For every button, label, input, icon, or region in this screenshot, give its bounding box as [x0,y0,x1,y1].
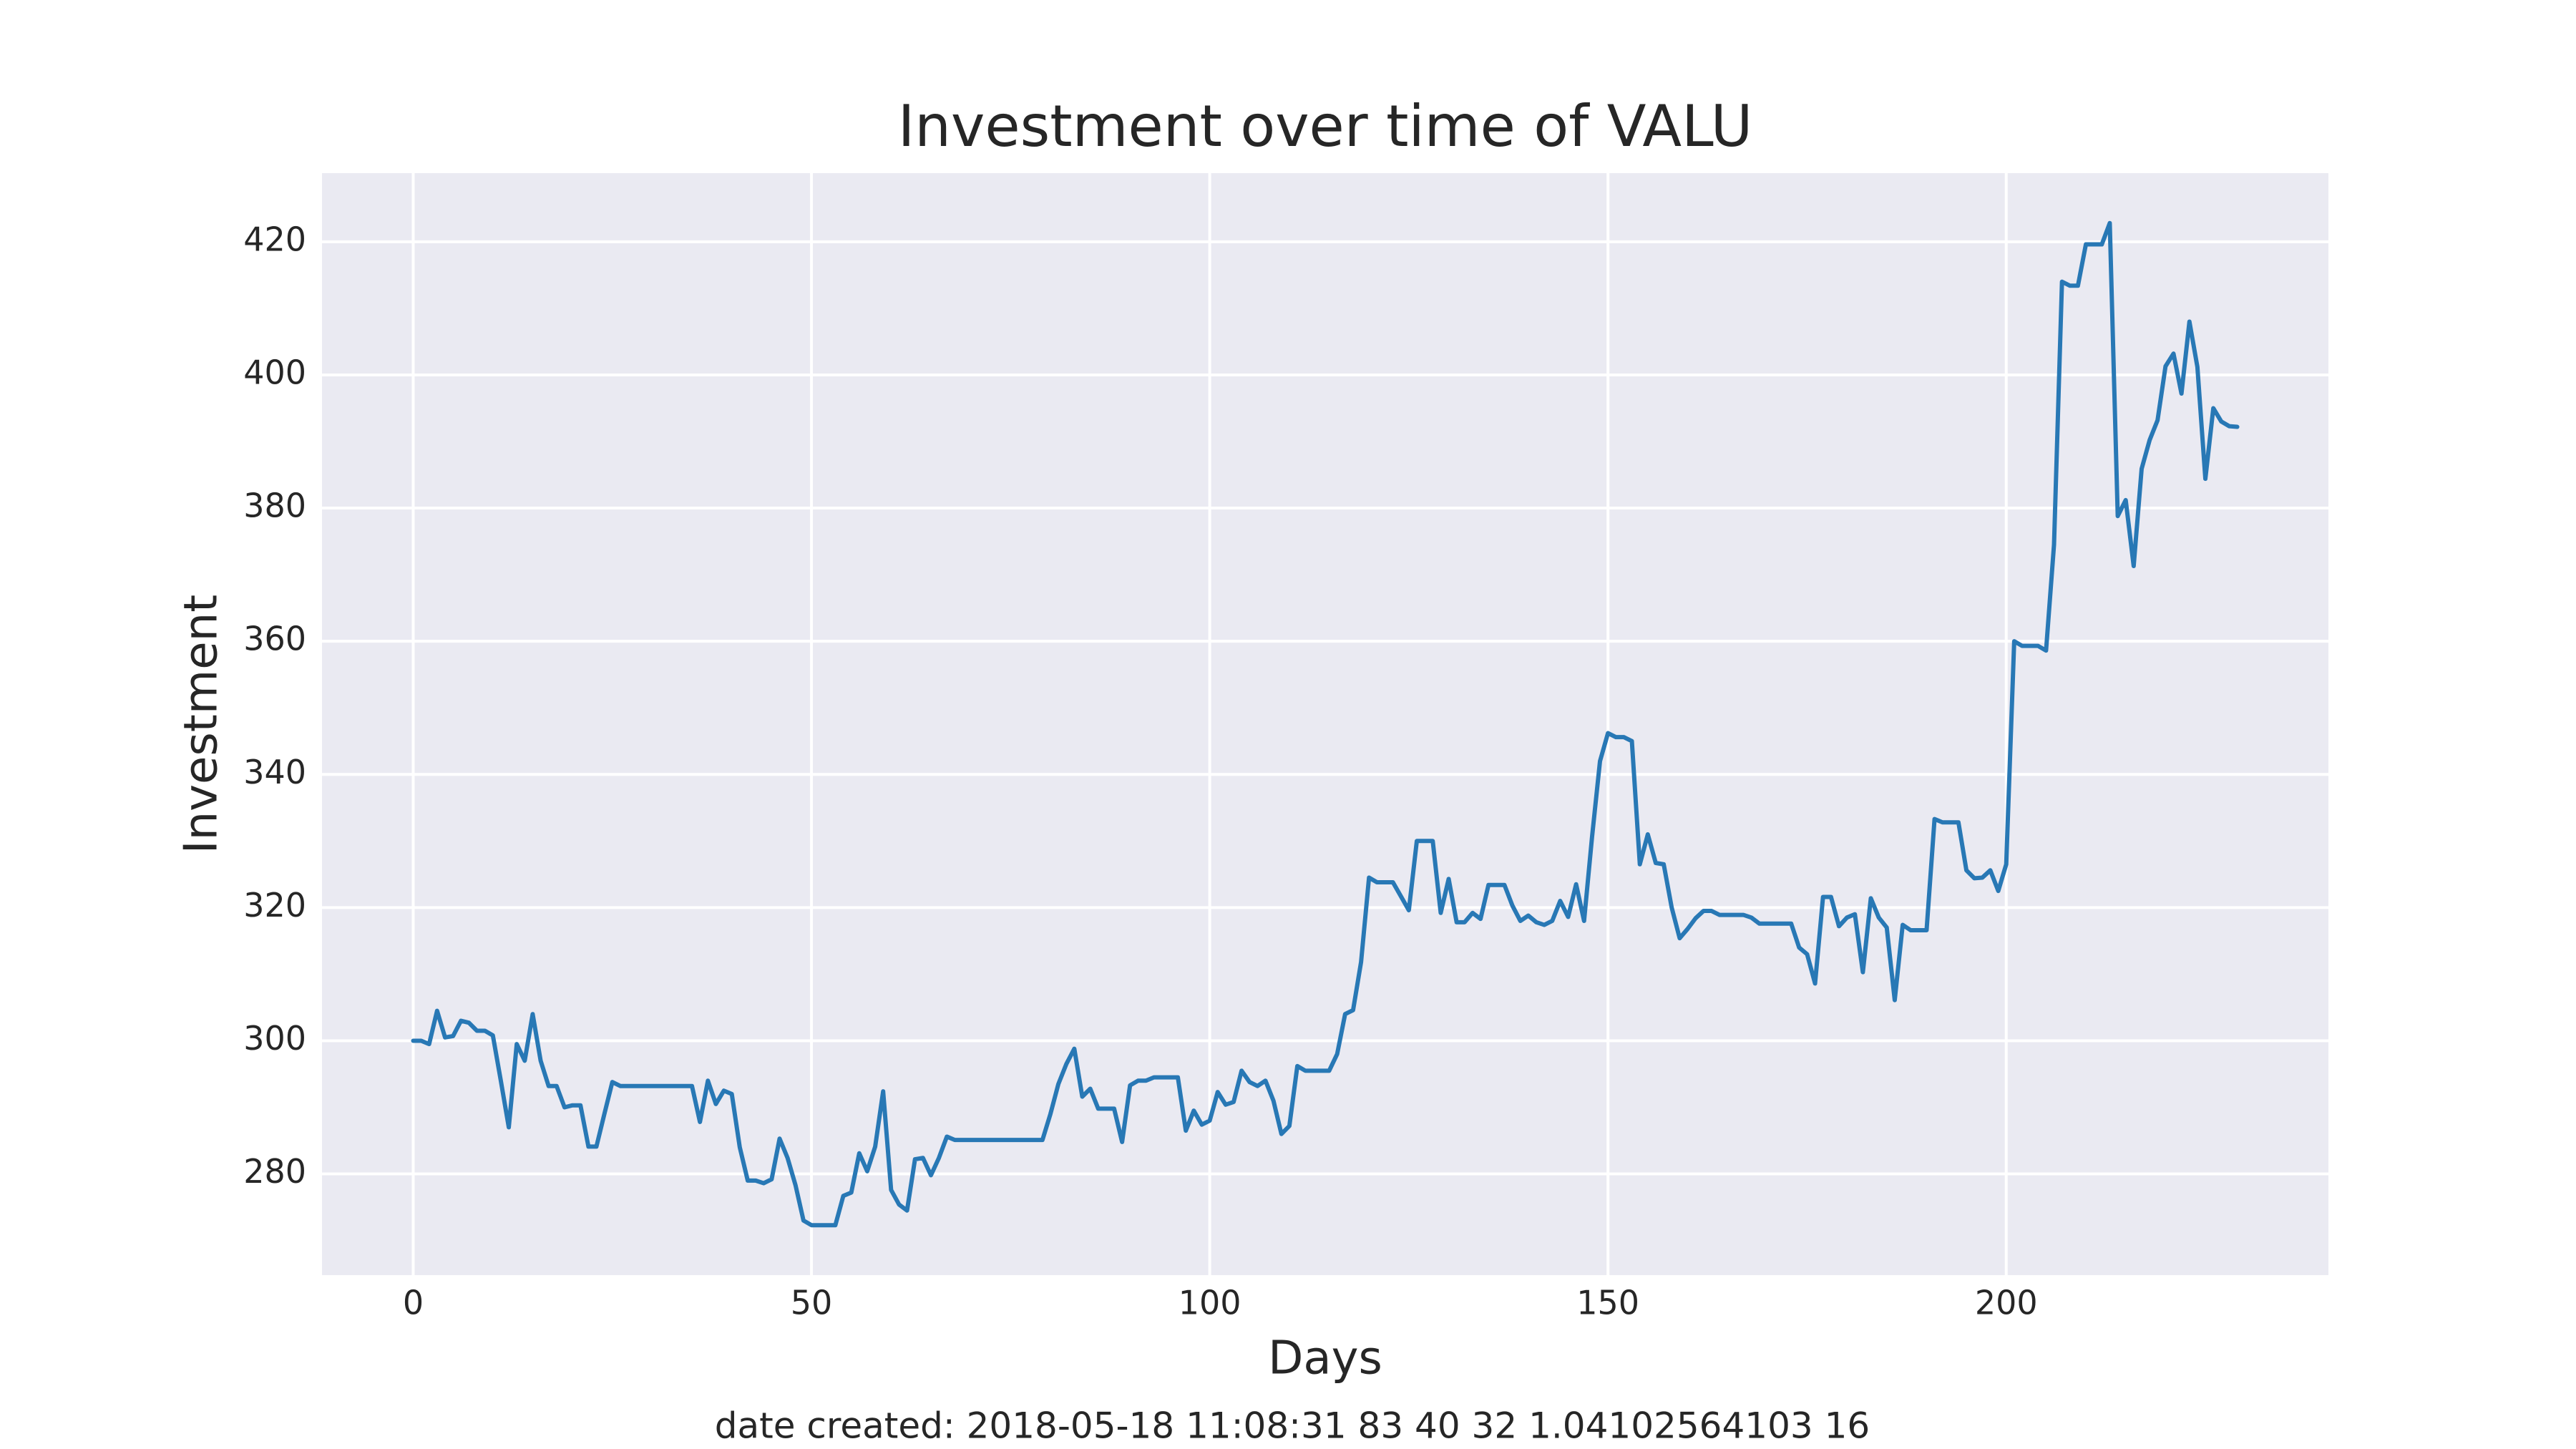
x-tick-label: 200 [1975,1284,2038,1322]
y-tick-label: 280 [243,1152,306,1191]
line [411,220,2240,1228]
y-tick-label: 360 [243,620,306,658]
y-tick-label: 340 [243,753,306,791]
chart-title: Investment over time of VALU [898,93,1753,160]
x-tick-label: 50 [791,1284,833,1322]
y-tick-label: 380 [243,487,306,525]
annotation: date created: 2018-05-18 11:08:31 83 40 … [715,1405,1870,1447]
y-tick-label: 400 [243,353,306,391]
y-axis-label: Investment [175,595,228,854]
y-tick-label: 300 [243,1019,306,1058]
y-tick-label: 320 [243,886,306,924]
y-tick-label: 420 [243,220,306,258]
x-tick-label: 0 [403,1284,424,1322]
plot-area [322,173,2328,1275]
x-tick-label: 150 [1576,1284,1639,1322]
x-axis-label: Days [1268,1332,1382,1385]
x-tick-label: 100 [1179,1284,1241,1322]
